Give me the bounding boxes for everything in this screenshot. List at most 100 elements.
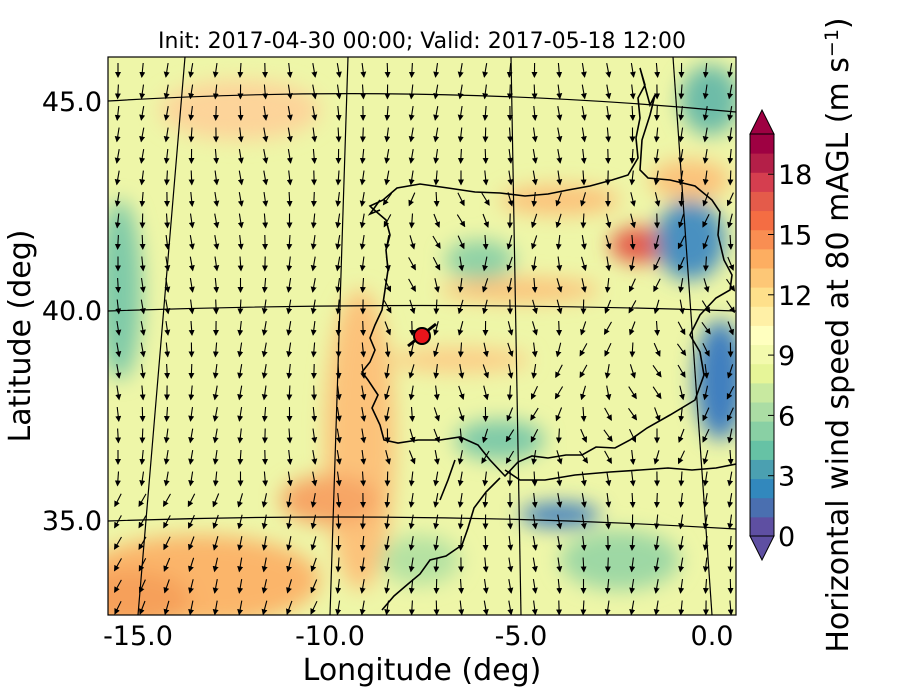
wind-vector-arrow (702, 342, 710, 357)
wind-vector-arrow (139, 471, 146, 487)
wind-vector-arrow (384, 149, 391, 164)
wind-vector-arrow (506, 235, 513, 250)
wind-vector-arrow (457, 148, 464, 164)
wind-vector-arrow (237, 299, 244, 315)
wind-vector-arrow (139, 149, 146, 164)
wind-vector-arrow (188, 191, 195, 207)
wind-vector-arrow (458, 578, 465, 594)
wind-vector-arrow (188, 84, 195, 100)
wind-vector-arrow (457, 278, 464, 293)
wind-vector-arrow (188, 320, 195, 336)
wind-vector-arrow (678, 299, 685, 315)
x-axis-label: Longitude (deg) (303, 653, 542, 688)
colorbar-tick-label: 0 (778, 522, 795, 553)
wind-vector-arrow (262, 84, 269, 100)
wind-vector-arrow (653, 450, 660, 465)
colorbar-label-end: ) (821, 17, 856, 29)
wind-vector-arrow (531, 277, 538, 293)
wind-vector-arrow (385, 450, 391, 465)
wind-vector-arrow (605, 471, 612, 487)
wind-vector-arrow (677, 235, 686, 250)
wind-vector-arrow (653, 557, 660, 573)
wind-vector-arrow (311, 471, 318, 487)
wind-vector-arrow (457, 192, 465, 207)
wind-vector-arrow (629, 170, 636, 186)
wind-vector-arrow (580, 235, 587, 250)
colorbar-tick-label: 3 (778, 462, 795, 493)
wind-vector-arrow (212, 493, 220, 508)
wind-vector-arrow (702, 192, 709, 207)
wind-vector-arrow (212, 105, 219, 121)
colorbar-tick-label: 9 (778, 341, 795, 372)
wind-vector-arrow (629, 105, 636, 121)
wind-vector-arrow (507, 170, 514, 186)
wind-vector-arrow (237, 407, 244, 422)
wind-vector-arrow (213, 256, 220, 272)
wind-vector-arrow (408, 450, 416, 465)
wind-vector-arrow (678, 535, 685, 551)
wind-vector-arrow (114, 149, 121, 164)
wind-vector-arrow (163, 600, 170, 615)
wind-vector-arrow (506, 256, 513, 272)
wind-vector-arrow (532, 299, 538, 315)
wind-vector-arrow (114, 579, 122, 593)
wind-vector-arrow (164, 363, 171, 379)
wind-vector-arrow (556, 557, 563, 573)
wind-vector-arrow (580, 385, 587, 401)
wind-vector-arrow (237, 557, 244, 573)
wind-vector-arrow (482, 364, 489, 379)
wind-vector-arrow (164, 321, 171, 336)
wind-vector-arrow (556, 84, 563, 100)
wind-vector-arrow (213, 213, 220, 229)
wind-vector-arrow (556, 536, 563, 551)
wind-vector-arrow (482, 63, 489, 78)
x-tick-label: -15.0 (103, 621, 173, 652)
wind-vector-arrow (678, 84, 685, 100)
wind-vector-arrow (311, 148, 318, 164)
wind-vector-arrow (531, 579, 538, 594)
wind-vector-arrow (727, 535, 734, 551)
meridian-minus-10 (329, 57, 349, 615)
wind-vector-arrow (507, 600, 514, 615)
wind-vector-arrow (702, 256, 709, 272)
wind-vector-arrow (629, 234, 636, 250)
wind-vector-arrow (580, 557, 587, 573)
wind-vector-arrow (138, 600, 146, 615)
wind-vector-arrow (653, 342, 661, 357)
wind-vector-arrow (726, 300, 735, 314)
wind-vector-arrow (580, 278, 587, 293)
wind-vector-arrow (286, 363, 293, 379)
wind-vector-arrow (605, 84, 612, 100)
wind-vector-arrow (727, 234, 734, 250)
wind-vector-arrow (237, 514, 243, 530)
wind-vector-arrow (531, 514, 538, 530)
colorbar-segment (750, 153, 774, 173)
y-tick-label: 40.0 (42, 296, 102, 327)
wind-vector-arrow (310, 256, 317, 272)
wind-vector-arrow (237, 192, 244, 207)
wind-vector-arrow (726, 386, 735, 400)
wind-vector-arrow (677, 364, 686, 378)
wind-vector-arrow (457, 299, 464, 315)
wind-vector-arrow (139, 234, 146, 250)
wind-vector-arrow (409, 299, 416, 315)
wind-vector-arrow (163, 515, 171, 529)
wind-vector-arrow (384, 278, 392, 293)
colorbar-label: Horizontal wind speed at 80 mAGL (m s−1) (821, 17, 856, 652)
wind-vector-arrow (163, 148, 170, 164)
wind-vector-arrow (164, 278, 171, 293)
wind-vector-arrow (555, 364, 563, 379)
parallel-35 (108, 516, 736, 530)
wind-vector-arrow (335, 105, 342, 121)
wind-vector-arrow (237, 235, 244, 250)
wind-vector-arrow (628, 300, 637, 314)
wind-vector-arrow (335, 320, 342, 336)
wind-vector-arrow (654, 407, 661, 422)
wind-vector-arrow (554, 386, 564, 400)
wind-vector-arrow (261, 579, 268, 594)
wind-vector-arrow (628, 278, 636, 293)
wind-vector-arrow (701, 321, 711, 335)
wind-vector-arrow (727, 148, 734, 164)
wind-vector-arrow (531, 213, 538, 229)
wind-vector-arrow (384, 170, 391, 186)
